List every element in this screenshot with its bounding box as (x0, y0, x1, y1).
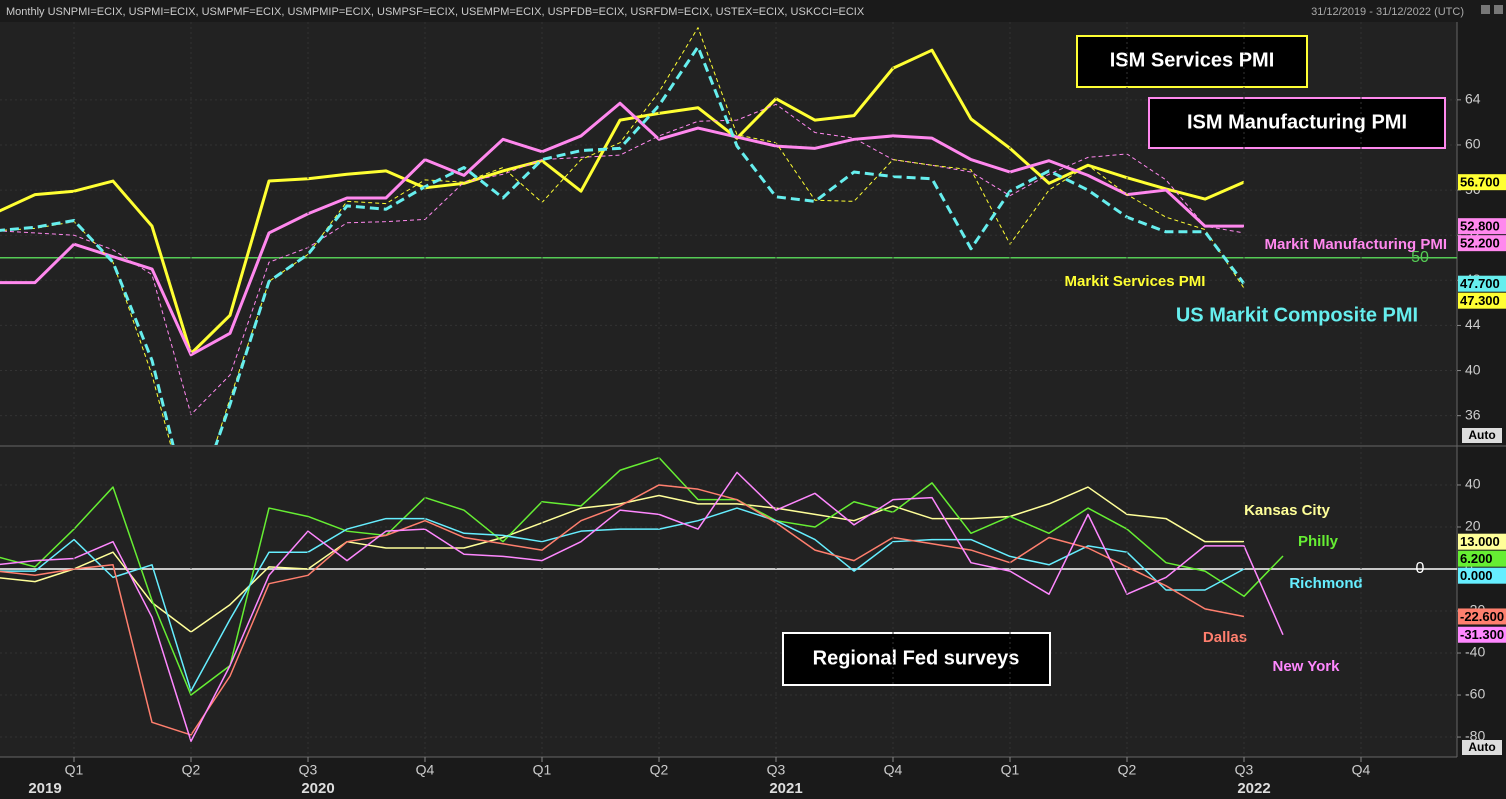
year-label: 2020 (301, 780, 334, 797)
x-tick-label: Q2 (182, 762, 201, 778)
series-label: New York (1273, 658, 1341, 675)
close-button[interactable] (1494, 5, 1503, 14)
year-label: 2019 (28, 780, 61, 797)
y-tick-label: 40 (1465, 476, 1481, 492)
header-range: 31/12/2019 - 31/12/2022 (UTC) (1311, 6, 1464, 18)
panel-title-box (782, 632, 1051, 686)
series-label: ISM Manufacturing PMI (1187, 111, 1407, 133)
last-value-tag (1458, 275, 1506, 292)
last-value-label: -31.300 (1460, 627, 1504, 642)
x-tick-label: Q3 (767, 762, 786, 778)
series-group (0, 456, 1284, 742)
last-value-label: 47.700 (1460, 276, 1500, 291)
series-line (0, 456, 1284, 696)
year-label: 2022 (1237, 780, 1270, 797)
x-tick-label: Q4 (416, 762, 435, 778)
last-value-tag (1458, 567, 1506, 584)
last-value-tag (1458, 174, 1506, 191)
last-value-label: 47.300 (1460, 293, 1500, 308)
x-tick-label: Q2 (650, 762, 669, 778)
last-value-label: 56.700 (1460, 175, 1500, 190)
last-value-tag (1458, 533, 1506, 550)
last-value-label: 52.200 (1460, 236, 1500, 251)
y-tick-label: -40 (1465, 644, 1485, 660)
year-label: 2021 (769, 780, 802, 797)
last-value-tag (1458, 235, 1506, 252)
x-tick-label: Q1 (65, 762, 84, 778)
series-line (0, 101, 1244, 357)
y-tick-label: 36 (1465, 406, 1481, 422)
scale-button-label: Auto (1468, 740, 1495, 754)
series-label-box (1076, 35, 1308, 88)
last-value-label: 0.000 (1460, 568, 1493, 583)
last-value-label: 6.200 (1460, 551, 1493, 566)
last-value-tag (1458, 292, 1506, 309)
reference-label: 50 (1411, 249, 1429, 266)
y-tick-label: 20 (1465, 518, 1481, 534)
series-line (0, 45, 1246, 445)
y-tick-label: 40 (1465, 361, 1481, 377)
series-line (0, 486, 1244, 633)
series-label: US Markit Composite PMI (1176, 304, 1418, 326)
series-label: Markit Services PMI (1065, 273, 1206, 290)
series-line (0, 27, 1245, 445)
last-value-tag (1458, 550, 1506, 567)
header-title: Monthly USNPMI=ECIX, USPMI=ECIX, USMPMF=… (6, 6, 865, 18)
x-tick-label: Q1 (1001, 762, 1020, 778)
series-label: Philly (1298, 533, 1339, 550)
y-tick-label: 64 (1465, 91, 1481, 107)
last-value-tag (1458, 626, 1506, 643)
x-tick-label: Q1 (533, 762, 552, 778)
x-tick-label: Q2 (1118, 762, 1137, 778)
last-value-tag (1458, 608, 1506, 625)
panel-title: Regional Fed surveys (813, 647, 1020, 669)
series-label-box (1148, 97, 1446, 149)
y-tick-label: 44 (1465, 316, 1481, 332)
last-value-label: -22.600 (1460, 609, 1504, 624)
series-line (0, 507, 1245, 692)
y-tick-label: -60 (1465, 686, 1485, 702)
series-line (0, 48, 1245, 356)
series-label: Markit Manufacturing PMI (1264, 236, 1447, 253)
x-tick-label: Q3 (299, 762, 318, 778)
series-line (0, 471, 1284, 742)
last-value-label: 52.800 (1460, 219, 1500, 234)
scale-button[interactable] (1462, 740, 1502, 755)
series-line (0, 103, 1245, 416)
series-group (0, 27, 1246, 445)
last-value-label: 13.000 (1460, 534, 1500, 549)
y-tick-label: -80 (1465, 728, 1485, 744)
series-label: ISM Services PMI (1110, 49, 1275, 71)
window-button[interactable] (1481, 5, 1490, 14)
scale-button[interactable] (1462, 428, 1502, 443)
series-label: Kansas City (1244, 502, 1331, 519)
last-value-tag (1458, 218, 1506, 235)
x-tick-label: Q3 (1235, 762, 1254, 778)
series-label: Dallas (1203, 629, 1247, 646)
reference-label: 0 (1416, 560, 1425, 577)
y-tick-label: 60 (1465, 136, 1481, 152)
scale-button-label: Auto (1468, 428, 1495, 442)
series-label: Richmond (1289, 575, 1362, 592)
x-tick-label: Q4 (884, 762, 903, 778)
x-tick-label: Q4 (1352, 762, 1371, 778)
